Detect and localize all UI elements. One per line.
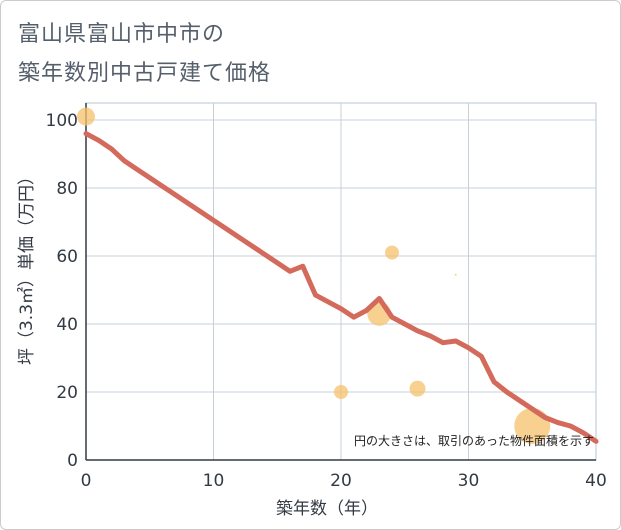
chart-title-line2: 築年数別中古戸建て価格 [18, 61, 272, 86]
x-tick-label: 40 [585, 471, 607, 491]
trend-line [83, 131, 599, 444]
data-point [334, 385, 348, 399]
y-tick-label: 100 [46, 111, 78, 131]
x-tick-label: 30 [458, 471, 480, 491]
x-axis-label: 築年数（年） [276, 499, 378, 519]
y-tick-label: 80 [56, 179, 78, 199]
chart-title-line1: 富山県富山市中市の [18, 22, 226, 47]
y-tick-label: 40 [56, 315, 78, 335]
x-tick-label: 10 [203, 471, 225, 491]
data-point [454, 273, 457, 276]
y-tick-label: 60 [56, 247, 78, 267]
x-tick-label: 20 [330, 471, 352, 491]
y-axis-label: 坪（3.3㎡）単価（万円） [17, 168, 37, 365]
data-point [77, 107, 95, 126]
data-point [385, 245, 399, 260]
y-tick-label: 0 [67, 451, 78, 471]
x-tick-label: 0 [81, 471, 92, 491]
data-point [409, 380, 426, 397]
y-tick-label: 20 [56, 383, 78, 403]
size-legend-note: 円の大きさは、取引のあった物件面積を示す [354, 433, 594, 448]
